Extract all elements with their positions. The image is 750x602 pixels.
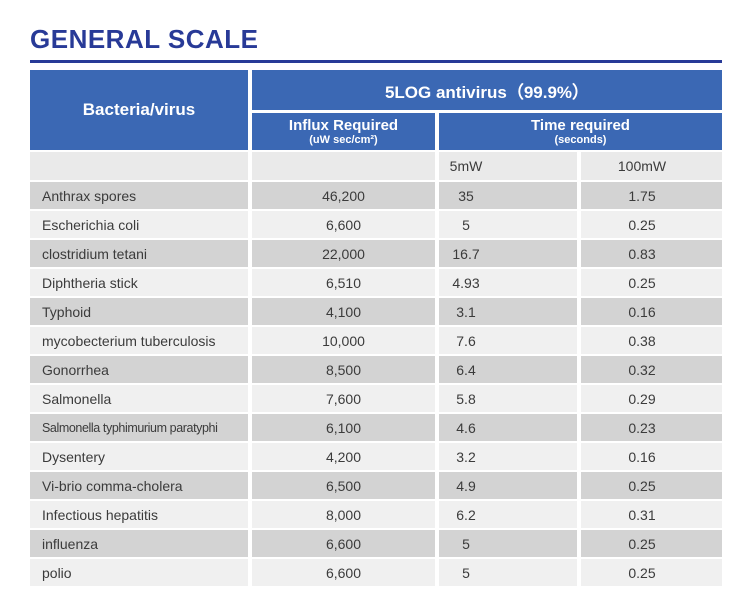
power-100mw-header: 100mW <box>581 152 722 180</box>
page-title: GENERAL SCALE <box>30 24 259 54</box>
table-row: Dysentery 4,200 3.2 0.16 <box>30 443 722 470</box>
table-body: Anthrax spores 46,200 35 1.75 Escherichia co… <box>30 182 722 586</box>
time-100mw-cell: 0.38 <box>581 327 722 354</box>
time-5mw-cell: 4.9 <box>439 472 577 499</box>
time-100mw-cell: 0.29 <box>581 385 722 412</box>
time-5mw-cell: 5 <box>439 211 577 238</box>
time-100mw-cell: 1.75 <box>581 182 722 209</box>
table-row: Gonorrhea 8,500 6.4 0.32 <box>30 356 722 383</box>
table-row: Infectious hepatitis 8,000 6.2 0.31 <box>30 501 722 528</box>
time-100mw-cell: 0.83 <box>581 240 722 267</box>
table-row: Diphtheria stick 6,510 4.93 0.25 <box>30 269 722 296</box>
influx-value-cell: 4,100 <box>252 298 435 325</box>
time-100mw-cell: 0.16 <box>581 298 722 325</box>
time-5mw-cell: 6.2 <box>439 501 577 528</box>
influx-value-cell: 10,000 <box>252 327 435 354</box>
time-header-label: Time required <box>531 116 630 134</box>
title-underline <box>30 60 722 63</box>
general-scale-table: Bacteria/virus 5LOG antivirus（99.9%） Inf… <box>30 70 722 586</box>
time-100mw-cell: 0.16 <box>581 443 722 470</box>
table-row: Salmonella 7,600 5.8 0.29 <box>30 385 722 412</box>
influx-value-cell: 46,200 <box>252 182 435 209</box>
time-100mw-cell: 0.25 <box>581 472 722 499</box>
bacteria-name-cell: Salmonella typhimurium paratyphi <box>30 414 248 441</box>
time-5mw-cell: 5.8 <box>439 385 577 412</box>
influx-required-header: Influx Required (uW sec/cm²) <box>252 113 435 150</box>
influx-value-cell: 6,510 <box>252 269 435 296</box>
time-100mw-cell: 0.31 <box>581 501 722 528</box>
influx-value-cell: 6,600 <box>252 530 435 557</box>
table-row: Salmonella typhimurium paratyphi 6,100 4.6… <box>30 414 722 441</box>
time-100mw-cell: 0.25 <box>581 530 722 557</box>
table-row: clostridium tetani 22,000 16.7 0.83 <box>30 240 722 267</box>
table-row: polio 6,600 5 0.25 <box>30 559 722 586</box>
bacteria-name-cell: Typhoid <box>30 298 248 325</box>
time-5mw-cell: 3.1 <box>439 298 577 325</box>
influx-value-cell: 8,500 <box>252 356 435 383</box>
empty-cell <box>30 152 248 180</box>
table-row: Typhoid 4,100 3.1 0.16 <box>30 298 722 325</box>
time-5mw-cell: 4.93 <box>439 269 577 296</box>
bacteria-name-cell: Anthrax spores <box>30 182 248 209</box>
influx-value-cell: 7,600 <box>252 385 435 412</box>
bacteria-virus-header: Bacteria/virus <box>30 70 248 150</box>
time-5mw-cell: 5 <box>439 559 577 586</box>
power-subheader-row: 5mW 100mW <box>30 152 722 180</box>
bacteria-name-cell: mycobecterium tuberculosis <box>30 327 248 354</box>
table-row: influenza 6,600 5 0.25 <box>30 530 722 557</box>
time-5mw-cell: 7.6 <box>439 327 577 354</box>
bacteria-name-cell: Infectious hepatitis <box>30 501 248 528</box>
bacteria-name-cell: Gonorrhea <box>30 356 248 383</box>
influx-value-cell: 6,600 <box>252 211 435 238</box>
influx-value-cell: 6,500 <box>252 472 435 499</box>
influx-header-unit: (uW sec/cm²) <box>309 133 378 146</box>
time-5mw-cell: 35 <box>439 182 577 209</box>
bacteria-name-cell: Salmonella <box>30 385 248 412</box>
bacteria-name-cell: Dysentery <box>30 443 248 470</box>
time-100mw-cell: 0.25 <box>581 559 722 586</box>
time-required-header: Time required (seconds) <box>439 113 722 150</box>
bacteria-name-cell: Diphtheria stick <box>30 269 248 296</box>
bacteria-name-cell: Escherichia coli <box>30 211 248 238</box>
influx-value-cell: 4,200 <box>252 443 435 470</box>
bacteria-name-cell: polio <box>30 559 248 586</box>
time-100mw-cell: 0.25 <box>581 211 722 238</box>
table-row: Vi-brio comma-cholera 6,500 4.9 0.25 <box>30 472 722 499</box>
time-header-unit: (seconds) <box>554 133 607 146</box>
bacteria-name-cell: Vi-brio comma-cholera <box>30 472 248 499</box>
time-100mw-cell: 0.25 <box>581 269 722 296</box>
table-row: Anthrax spores 46,200 35 1.75 <box>30 182 722 209</box>
time-100mw-cell: 0.23 <box>581 414 722 441</box>
power-5mw-header: 5mW <box>439 152 577 180</box>
time-100mw-cell: 0.32 <box>581 356 722 383</box>
table-header: Bacteria/virus 5LOG antivirus（99.9%） Inf… <box>30 70 722 150</box>
influx-value-cell: 8,000 <box>252 501 435 528</box>
time-5mw-cell: 3.2 <box>439 443 577 470</box>
influx-header-label: Influx Required <box>288 116 399 134</box>
table-row: mycobecterium tuberculosis 10,000 7.6 0.38 <box>30 327 722 354</box>
bacteria-name-cell: clostridium tetani <box>30 240 248 267</box>
time-5mw-cell: 4.6 <box>439 414 577 441</box>
antivirus-group-header: 5LOG antivirus（99.9%） <box>252 70 722 110</box>
time-5mw-cell: 6.4 <box>439 356 577 383</box>
time-5mw-cell: 5 <box>439 530 577 557</box>
table-row: Escherichia coli 6,600 5 0.25 <box>30 211 722 238</box>
bacteria-name-cell: influenza <box>30 530 248 557</box>
influx-value-cell: 22,000 <box>252 240 435 267</box>
influx-value-cell: 6,100 <box>252 414 435 441</box>
influx-value-cell: 6,600 <box>252 559 435 586</box>
time-5mw-cell: 16.7 <box>439 240 577 267</box>
empty-cell <box>252 152 435 180</box>
